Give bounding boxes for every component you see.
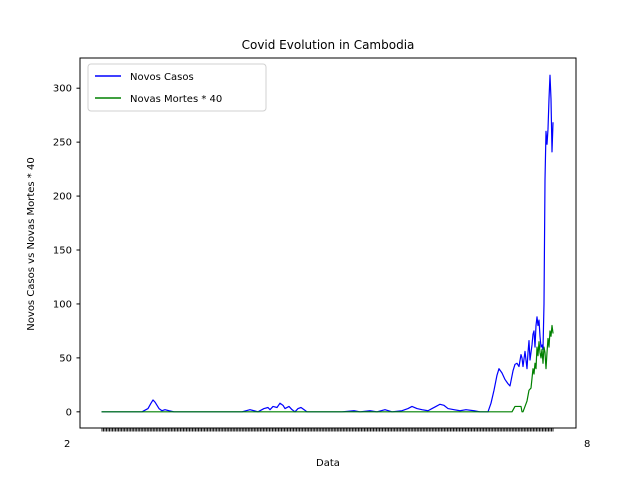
y-axis-ticks: 0 50 100 150 200 250 300 [53,84,80,418]
legend-novos-casos-label: Novos Casos [130,72,194,83]
y-tick-label: 100 [53,299,72,310]
y-axis-label: Novos Casos vs Novas Mortes * 40 [26,157,37,330]
x-tick-fragments: 2 8 [64,439,590,450]
y-tick-label: 250 [53,138,72,149]
x-axis-ticks [101,428,554,432]
x-axis-label: Data [316,458,340,469]
novas-mortes-line [101,324,554,413]
plot-frame [79,57,577,429]
series-layer [101,74,554,413]
x-tick-fragment-right: 8 [584,439,590,450]
y-tick-label: 300 [53,84,72,95]
y-tick-label: 200 [53,192,72,203]
y-tick-label: 50 [59,353,72,364]
plot-area: 0 50 100 150 200 250 300 [53,57,577,432]
x-tick-fragment-left: 2 [64,439,70,450]
legend: Novos Casos Novas Mortes * 40 [87,63,267,112]
legend-box [87,63,267,112]
y-tick-label: 150 [53,246,72,257]
chart-title: Covid Evolution in Cambodia [242,38,415,52]
plot-background [80,58,576,428]
y-tick-label: 0 [66,407,72,418]
legend-novas-mortes-label: Novas Mortes * 40 [130,94,222,105]
